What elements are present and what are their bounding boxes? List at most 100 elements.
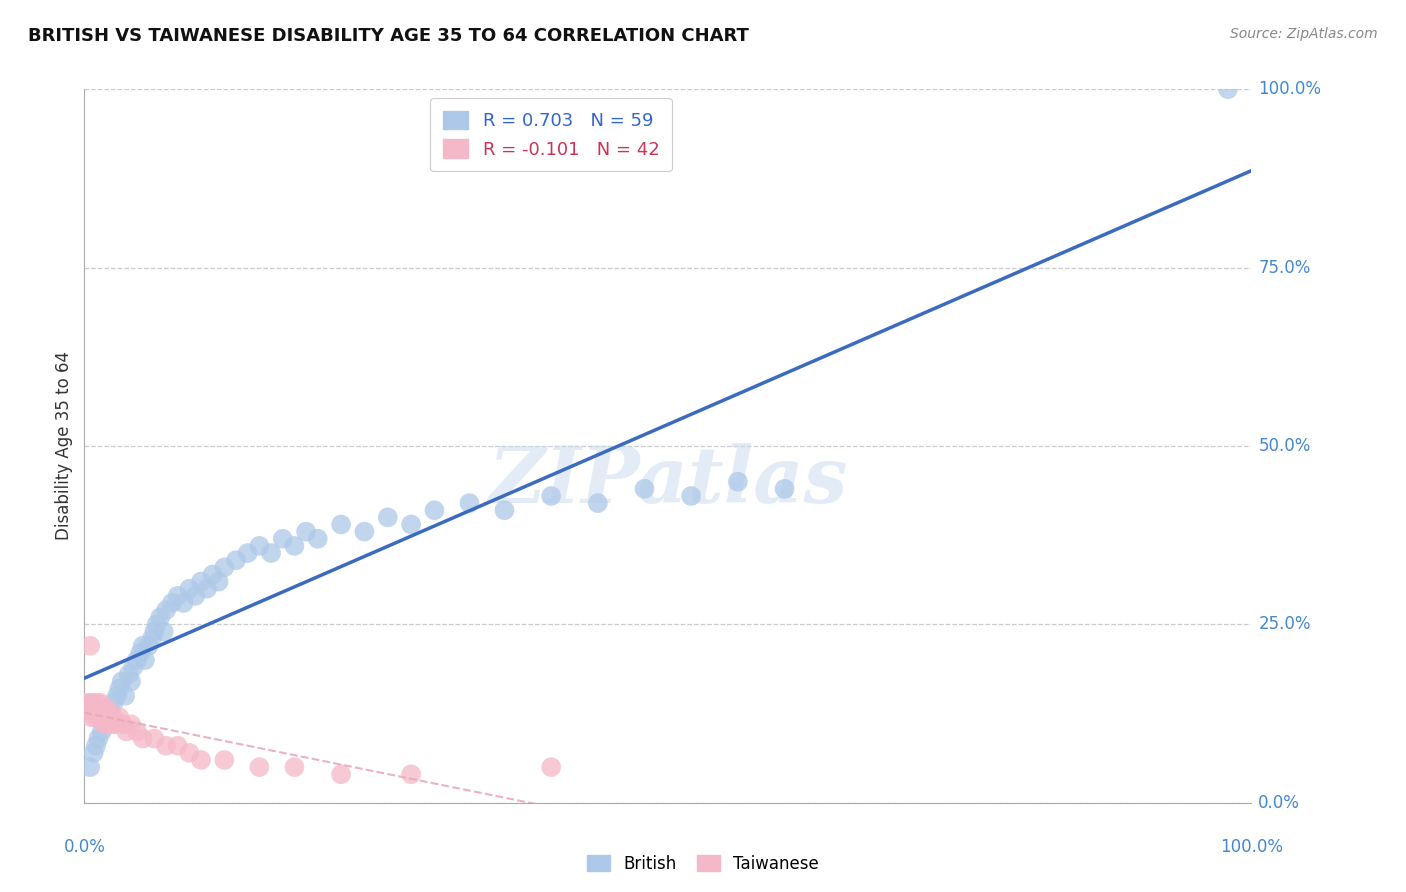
Point [283, 539, 305, 553]
Point [105, 689, 128, 703]
Point [247, 760, 270, 774]
Point [214, 560, 236, 574]
Point [98, 710, 121, 724]
Point [104, 717, 127, 731]
Point [190, 574, 212, 589]
Point [97, 703, 120, 717]
Text: ZIPatlas: ZIPatlas [488, 443, 848, 520]
Point [283, 760, 305, 774]
Point [236, 546, 259, 560]
Point [129, 646, 152, 660]
Point [86, 696, 108, 710]
Point [96, 710, 118, 724]
Text: 0.0%: 0.0% [63, 838, 105, 856]
Point [399, 517, 422, 532]
Point [120, 717, 142, 731]
Point [330, 517, 353, 532]
Point [149, 610, 172, 624]
Point [82, 703, 104, 717]
Point [494, 503, 516, 517]
Text: 100.0%: 100.0% [1220, 838, 1282, 856]
Point [586, 496, 609, 510]
Point [155, 739, 177, 753]
Point [125, 653, 148, 667]
Point [108, 681, 131, 696]
Point [145, 617, 167, 632]
Point [90, 703, 112, 717]
Point [132, 639, 155, 653]
Point [103, 696, 125, 710]
Point [83, 710, 105, 724]
Text: Source: ZipAtlas.com: Source: ZipAtlas.com [1230, 27, 1378, 41]
Text: 50.0%: 50.0% [1258, 437, 1310, 455]
Point [179, 582, 201, 596]
Point [125, 724, 148, 739]
Point [83, 696, 105, 710]
Point [1216, 82, 1239, 96]
Point [271, 532, 294, 546]
Point [100, 717, 122, 731]
Point [155, 603, 177, 617]
Point [681, 489, 703, 503]
Point [540, 489, 562, 503]
Legend: R = 0.703   N = 59, R = -0.101   N = 42: R = 0.703 N = 59, R = -0.101 N = 42 [430, 98, 672, 171]
Point [114, 689, 136, 703]
Point [94, 703, 117, 717]
Point [79, 696, 101, 710]
Point [166, 739, 188, 753]
Point [120, 674, 142, 689]
Point [94, 717, 117, 731]
Point [377, 510, 399, 524]
Point [152, 624, 174, 639]
Text: 75.0%: 75.0% [1258, 259, 1310, 277]
Point [87, 703, 110, 717]
Point [98, 703, 121, 717]
Point [141, 632, 163, 646]
Text: 0.0%: 0.0% [1258, 794, 1301, 812]
Point [307, 532, 329, 546]
Point [201, 567, 224, 582]
Point [353, 524, 375, 539]
Point [143, 624, 166, 639]
Point [727, 475, 749, 489]
Text: 25.0%: 25.0% [1258, 615, 1310, 633]
Point [76, 696, 98, 710]
Point [79, 639, 101, 653]
Point [207, 574, 229, 589]
Point [458, 496, 481, 510]
Point [214, 753, 236, 767]
Point [295, 524, 318, 539]
Point [633, 482, 655, 496]
Point [195, 582, 218, 596]
Point [122, 660, 145, 674]
Text: BRITISH VS TAIWANESE DISABILITY AGE 35 TO 64 CORRELATION CHART: BRITISH VS TAIWANESE DISABILITY AGE 35 T… [28, 27, 749, 45]
Point [90, 696, 112, 710]
Point [79, 760, 101, 774]
Point [83, 746, 105, 760]
Point [330, 767, 353, 781]
Point [77, 703, 100, 717]
Point [138, 639, 160, 653]
Point [773, 482, 796, 496]
Point [247, 539, 270, 553]
Point [115, 724, 138, 739]
Point [111, 717, 134, 731]
Legend: British, Taiwanese: British, Taiwanese [581, 848, 825, 880]
Point [93, 717, 115, 731]
Point [91, 710, 114, 724]
Point [76, 703, 98, 717]
Point [111, 674, 134, 689]
Point [134, 653, 156, 667]
Point [166, 589, 188, 603]
Point [179, 746, 201, 760]
Y-axis label: Disability Age 35 to 64: Disability Age 35 to 64 [55, 351, 73, 541]
Point [84, 739, 107, 753]
Point [184, 589, 207, 603]
Point [108, 710, 131, 724]
Point [143, 731, 166, 746]
Point [540, 760, 562, 774]
Point [173, 596, 195, 610]
Point [132, 731, 155, 746]
Point [84, 703, 107, 717]
Point [87, 731, 110, 746]
